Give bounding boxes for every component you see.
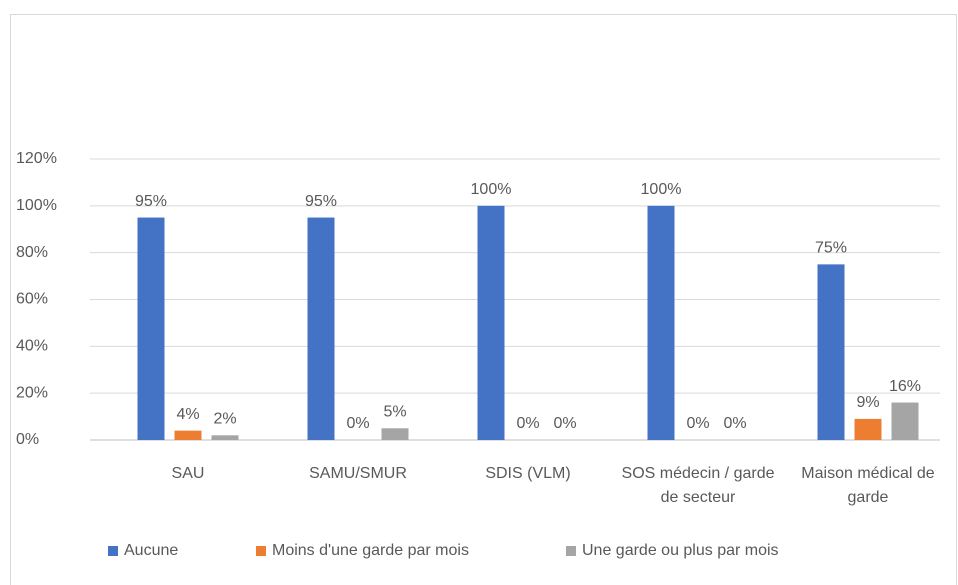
data-label: 16% <box>889 378 921 395</box>
data-label: 100% <box>471 181 512 198</box>
y-tick-label: 100% <box>16 197 57 214</box>
y-tick-label: 60% <box>16 291 48 308</box>
bar <box>381 428 409 440</box>
bar <box>647 205 675 440</box>
x-tick-label: Maison médical de garde <box>801 465 935 506</box>
data-label: 100% <box>641 181 682 198</box>
bar <box>854 418 882 440</box>
bar <box>211 435 239 440</box>
data-label: 0% <box>553 415 576 432</box>
x-tick-label: SOS médecin / garde de secteur <box>621 465 775 506</box>
bar <box>307 217 335 440</box>
x-tick-label: SAMU/SMUR <box>309 465 407 482</box>
data-label: 95% <box>135 193 167 210</box>
data-label: 0% <box>346 415 369 432</box>
y-tick-label: 20% <box>16 384 48 401</box>
legend-label: Moins d'une garde par mois <box>272 542 469 559</box>
data-label: 75% <box>815 240 847 257</box>
y-tick-label: 0% <box>16 431 39 448</box>
data-label: 9% <box>856 394 879 411</box>
y-tick-label: 80% <box>16 244 48 261</box>
data-label: 95% <box>305 193 337 210</box>
y-tick-label: 120% <box>16 150 57 167</box>
data-label: 5% <box>383 404 406 421</box>
data-label: 4% <box>176 406 199 423</box>
data-label: 0% <box>516 415 539 432</box>
bar <box>174 430 202 440</box>
data-label: 2% <box>213 411 236 428</box>
chart-border <box>10 14 957 585</box>
data-label: 0% <box>686 415 709 432</box>
x-tick-label: SAU <box>171 465 205 482</box>
x-tick-label: SDIS (VLM) <box>485 465 571 482</box>
bar <box>891 402 919 440</box>
legend-label: Aucune <box>124 542 178 559</box>
legend-label: Une garde ou plus par mois <box>582 542 779 559</box>
data-label: 0% <box>723 415 746 432</box>
bar <box>817 264 845 440</box>
bar <box>477 205 505 440</box>
legend-swatch <box>256 546 266 556</box>
y-tick-label: 40% <box>16 338 48 355</box>
legend-swatch <box>566 546 576 556</box>
legend-swatch <box>108 546 118 556</box>
bar <box>137 217 165 440</box>
